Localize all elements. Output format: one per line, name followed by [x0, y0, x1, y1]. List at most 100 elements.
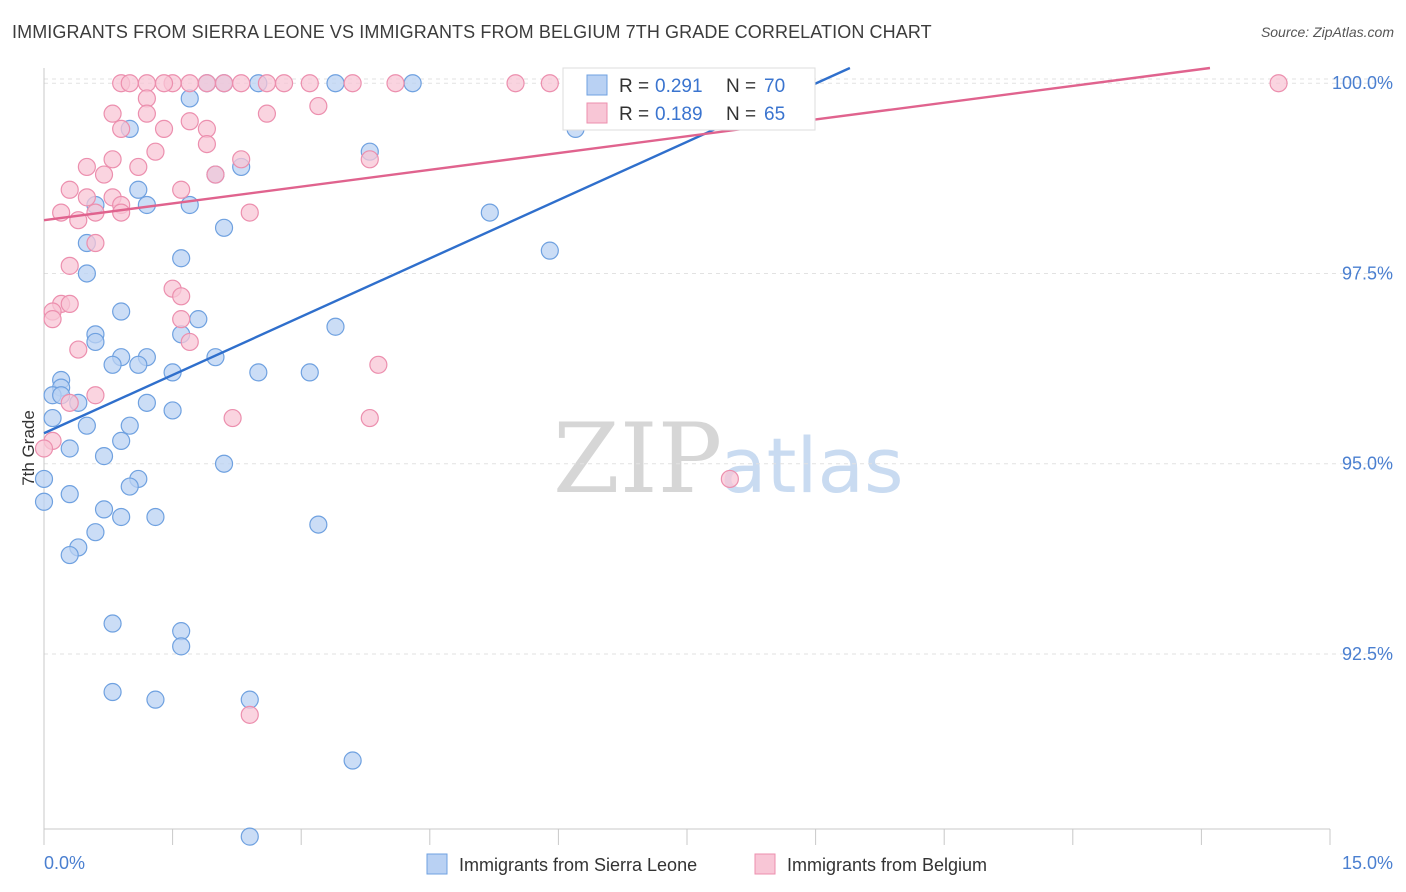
point-belgium-10: [386, 74, 405, 93]
point-sierra-leone-22: [189, 310, 208, 329]
point-belgium-11: [506, 74, 525, 93]
point-sierra-leone-43: [77, 416, 96, 435]
y-tick-labels: 92.5% 95.0% 97.5% 100.0%: [1332, 73, 1393, 664]
point-belgium-59: [720, 469, 739, 489]
point-sierra-leone-2: [326, 74, 345, 93]
point-belgium-46: [60, 294, 79, 314]
x-tick-label-max: 15.0%: [1342, 853, 1393, 873]
point-belgium-49: [172, 310, 191, 329]
point-belgium-63: [112, 119, 131, 138]
legend-r-label-1: R =: [619, 76, 649, 97]
point-sierra-leone-65: [146, 690, 165, 709]
point-sierra-leone-14: [180, 195, 199, 215]
point-belgium-48: [43, 310, 62, 329]
point-sierra-leone-11: [129, 180, 148, 199]
point-sierra-leone-19: [540, 241, 559, 260]
point-belgium-19: [137, 104, 156, 123]
correlation-legend: R = 0.291 N = 70 R = 0.189 N = 65: [562, 67, 816, 131]
series-belgium-points: [34, 74, 1288, 724]
point-sierra-leone-16: [214, 218, 234, 237]
point-belgium-3: [180, 74, 199, 93]
y-tick-label-0: 92.5%: [1342, 644, 1393, 664]
point-sierra-leone-66: [240, 690, 259, 709]
point-sierra-leone-41: [163, 401, 182, 420]
point-sierra-leone-46: [60, 439, 79, 458]
point-sierra-leone-58: [86, 523, 105, 542]
legend-swatch-sierra-leone: [586, 74, 608, 96]
point-belgium-14: [154, 74, 174, 93]
point-sierra-leone-40: [137, 393, 156, 412]
point-belgium-6: [257, 74, 277, 93]
point-sierra-leone-26: [86, 332, 105, 352]
x-axis-ticks: [43, 829, 1331, 845]
watermark-zip: ZIP: [553, 403, 722, 515]
point-belgium-44: [172, 287, 191, 306]
legend-swatch-belgium: [586, 102, 608, 124]
point-belgium-29: [129, 157, 148, 177]
point-belgium-1: [137, 74, 156, 93]
point-sierra-leone-62: [172, 622, 191, 641]
point-sierra-leone-30: [103, 355, 122, 374]
y-tick-label-3: 100.0%: [1332, 73, 1393, 93]
point-sierra-leone-31: [129, 355, 148, 374]
point-sierra-leone-21: [112, 302, 131, 321]
point-sierra-leone-67: [343, 751, 362, 770]
point-sierra-leone-57: [309, 515, 328, 534]
point-belgium-12: [540, 74, 559, 93]
y-tick-label-2: 97.5%: [1342, 263, 1393, 283]
point-sierra-leone-3: [403, 74, 422, 93]
point-sierra-leone-49: [34, 469, 54, 489]
point-belgium-55: [223, 408, 242, 428]
legend-r-label-2: R =: [619, 104, 649, 125]
legend-n-label-2: N =: [726, 104, 756, 125]
point-sierra-leone-47: [94, 447, 114, 466]
point-belgium-52: [369, 355, 388, 374]
point-belgium-21: [197, 119, 216, 138]
point-sierra-leone-48: [214, 454, 234, 473]
point-belgium-33: [77, 188, 96, 207]
point-belgium-62: [232, 74, 251, 93]
point-belgium-22: [154, 119, 174, 138]
point-sierra-leone-42: [43, 408, 62, 428]
bottom-legend-swatch-belgium: [754, 853, 776, 875]
point-belgium-5: [214, 74, 234, 93]
point-belgium-56: [360, 408, 379, 428]
legend-n-value-1: 70: [764, 76, 785, 97]
point-sierra-leone-54: [94, 500, 114, 519]
point-belgium-24: [146, 142, 165, 161]
point-belgium-41: [86, 233, 105, 253]
point-belgium-16: [309, 96, 328, 116]
point-sierra-leone-20: [77, 264, 96, 283]
point-sierra-leone-18: [172, 249, 191, 268]
point-sierra-leone-5: [180, 89, 199, 108]
point-belgium-39: [240, 203, 259, 222]
point-sierra-leone-44: [120, 416, 139, 435]
point-belgium-54: [60, 393, 79, 412]
point-belgium-8: [300, 74, 319, 93]
point-belgium-61: [120, 74, 139, 93]
point-sierra-leone-64: [103, 682, 122, 702]
point-sierra-leone-68: [240, 827, 259, 846]
point-belgium-18: [103, 104, 122, 123]
point-belgium-9: [343, 74, 362, 93]
point-belgium-60: [240, 705, 259, 724]
point-belgium-15: [137, 89, 156, 108]
point-belgium-53: [86, 386, 105, 405]
legend-r-value-2: 0.189: [655, 104, 703, 125]
point-sierra-leone-15: [480, 203, 499, 222]
legend-n-label-1: N =: [726, 76, 756, 97]
point-belgium-58: [34, 439, 54, 458]
point-belgium-31: [94, 165, 114, 184]
point-belgium-25: [360, 150, 379, 169]
point-sierra-leone-33: [249, 363, 268, 382]
point-belgium-27: [232, 150, 251, 169]
point-sierra-leone-63: [172, 637, 191, 656]
point-belgium-64: [172, 180, 191, 199]
bottom-legend-label-sierra-leone: Immigrants from Sierra Leone: [459, 855, 697, 875]
point-sierra-leone-60: [60, 545, 79, 565]
chart-title: IMMIGRANTS FROM SIERRA LEONE VS IMMIGRAN…: [12, 22, 932, 42]
point-sierra-leone-56: [146, 507, 165, 527]
point-belgium-28: [77, 157, 96, 177]
watermark-atlas: atlas: [720, 421, 904, 510]
point-belgium-23: [197, 135, 216, 154]
